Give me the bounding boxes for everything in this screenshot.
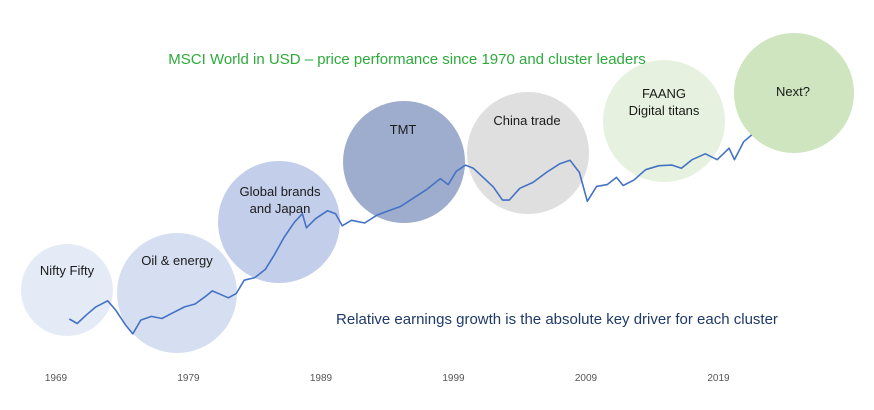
cluster-label: China trade — [493, 113, 560, 128]
cluster-circle — [117, 233, 237, 353]
cluster-label: Oil & energy — [141, 253, 213, 268]
x-tick-label: 1989 — [310, 373, 333, 384]
cluster-circle — [21, 244, 113, 336]
x-tick-label: 2009 — [575, 373, 598, 384]
cluster-label: and Japan — [250, 201, 311, 216]
x-tick-label: 1969 — [45, 373, 68, 384]
x-tick-label: 1979 — [177, 373, 200, 384]
cluster-circle — [218, 161, 340, 283]
chart-title: MSCI World in USD – price performance si… — [168, 51, 645, 68]
cluster-circle — [343, 101, 465, 223]
cluster-label: Global brands — [240, 184, 321, 199]
price-series-line — [68, 134, 753, 335]
chart-subtitle: Relative earnings growth is the absolute… — [336, 311, 778, 328]
cluster-label: Next? — [776, 84, 810, 99]
cluster-circle — [603, 60, 725, 182]
price-line-layer — [68, 134, 753, 335]
cluster-circle — [734, 33, 854, 153]
x-tick-label: 2019 — [707, 373, 730, 384]
cluster-label: Nifty Fifty — [40, 263, 95, 278]
cluster-label: Digital titans — [629, 103, 700, 118]
cluster-circles — [21, 33, 854, 353]
cluster-label: FAANG — [642, 86, 686, 101]
x-tick-label: 1999 — [442, 373, 465, 384]
cluster-circle — [467, 92, 589, 214]
cluster-labels: Nifty Fifty Oil & energy Global brands and … — [40, 84, 810, 278]
cluster-label: TMT — [390, 122, 417, 137]
x-axis-ticks: 1969 1979 1989 1999 2009 2019 — [45, 373, 730, 384]
